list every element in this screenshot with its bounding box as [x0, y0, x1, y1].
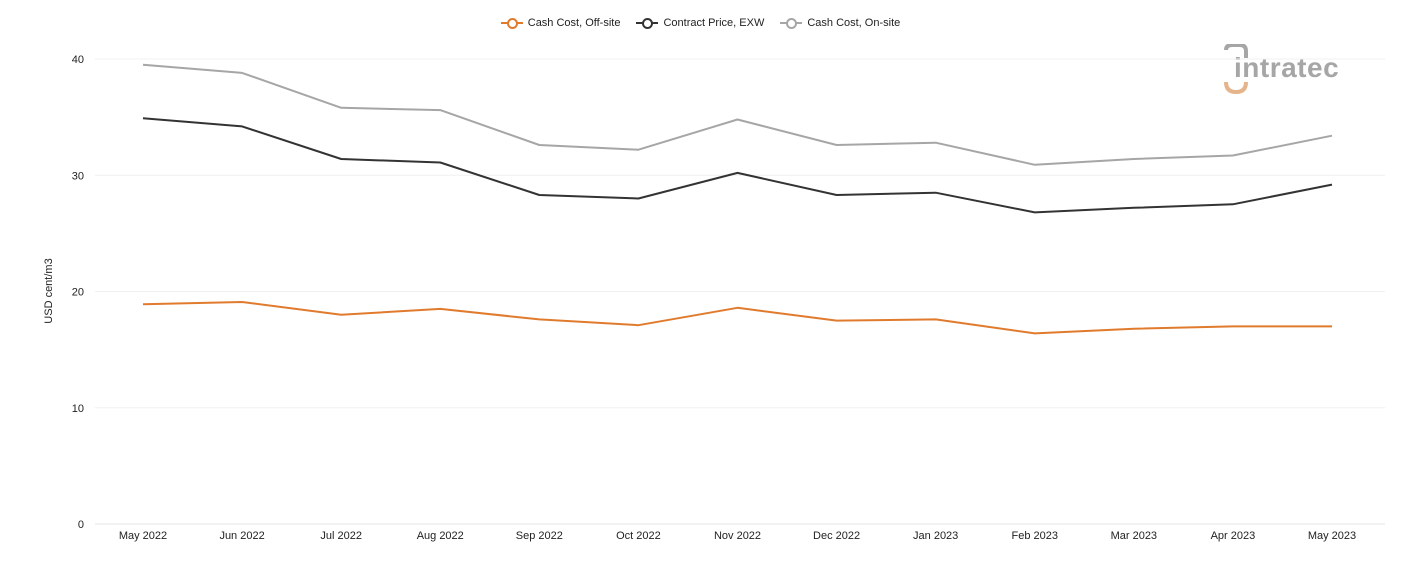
x-tick-label: May 2022 [119, 530, 167, 542]
logo-text: intratec [1234, 52, 1340, 83]
x-tick-label: Jan 2023 [913, 530, 958, 542]
legend-label: Contract Price, EXW [663, 17, 765, 29]
legend-label: Cash Cost, Off-site [527, 17, 621, 29]
intratec-logo: intratec [1222, 44, 1372, 95]
x-tick-label: Dec 2022 [813, 530, 860, 542]
x-tick-label: Apr 2023 [1211, 530, 1256, 542]
x-tick-label: Aug 2022 [417, 530, 464, 542]
y-tick-label: 40 [72, 54, 84, 66]
legend-swatch-icon [500, 16, 523, 30]
x-tick-label: Jun 2022 [219, 530, 264, 542]
x-tick-label: Jul 2022 [320, 530, 362, 542]
legend-item[interactable]: Cash Cost, Off-site [500, 16, 621, 30]
x-tick-label: May 2023 [1308, 530, 1356, 542]
legend-swatch-icon [780, 16, 803, 30]
legend-item[interactable]: Contract Price, EXW [636, 16, 764, 30]
series-line [142, 63, 1333, 166]
x-tick-label: Mar 2023 [1111, 530, 1157, 542]
y-tick-label: 30 [72, 170, 84, 182]
chart-legend: Cash Cost, Off-site Contract Price, EXW Ca… [0, 16, 1401, 30]
y-tick-label: 20 [72, 287, 84, 299]
series-line [142, 301, 1332, 335]
legend-item[interactable]: Cash Cost, On-site [780, 16, 900, 30]
x-tick-label: Feb 2023 [1012, 530, 1058, 542]
y-tick-label: 10 [72, 403, 84, 415]
x-tick-label: Oct 2022 [616, 530, 661, 542]
series-line [142, 117, 1333, 214]
y-tick-label: 0 [78, 519, 84, 531]
legend-label: Cash Cost, On-site [807, 17, 901, 29]
x-tick-label: Sep 2022 [516, 530, 563, 542]
logo-mark-icon [1224, 44, 1248, 95]
legend-swatch-icon [636, 16, 659, 30]
x-tick-label: Nov 2022 [714, 530, 761, 542]
